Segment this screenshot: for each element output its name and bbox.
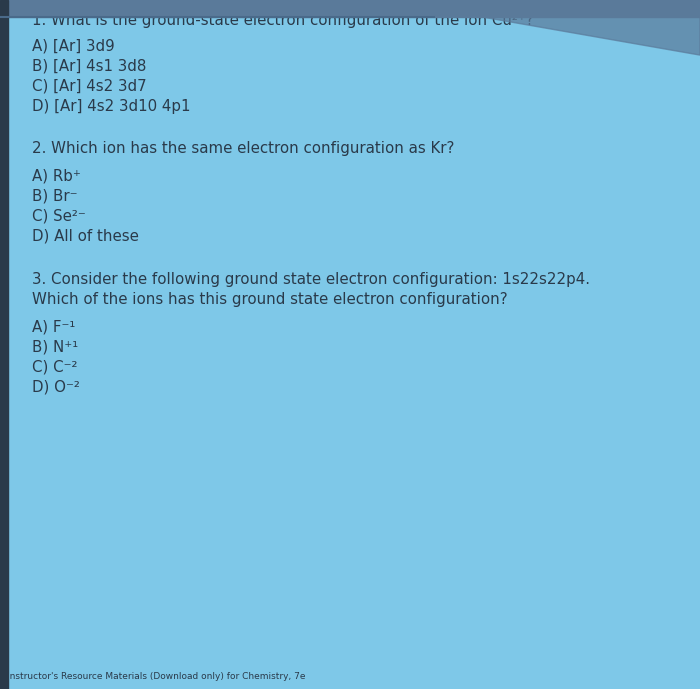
- Text: C) [Ar] 4s2 3d7: C) [Ar] 4s2 3d7: [32, 79, 146, 94]
- Text: B) Br⁻: B) Br⁻: [32, 188, 77, 203]
- Text: D) All of these: D) All of these: [32, 228, 139, 243]
- Polygon shape: [385, 0, 700, 55]
- Text: C) Se²⁻: C) Se²⁻: [32, 208, 85, 223]
- Text: 2. Which ion has the same electron configuration as Kr?: 2. Which ion has the same electron confi…: [32, 141, 454, 156]
- Text: Which of the ions has this ground state electron configuration?: Which of the ions has this ground state …: [32, 292, 507, 307]
- Text: D) [Ar] 4s2 3d10 4p1: D) [Ar] 4s2 3d10 4p1: [32, 99, 190, 114]
- Text: A) [Ar] 3d9: A) [Ar] 3d9: [32, 39, 114, 54]
- Text: C) C⁻²: C) C⁻²: [32, 359, 77, 374]
- Text: 3. Consider the following ground state electron configuration: 1s22s22p4.: 3. Consider the following ground state e…: [32, 272, 589, 287]
- Text: B) [Ar] 4s1 3d8: B) [Ar] 4s1 3d8: [32, 59, 146, 74]
- Bar: [0, 0, 8, 689]
- Text: B) N⁺¹: B) N⁺¹: [32, 339, 78, 354]
- Text: Instructor's Resource Materials (Download only) for Chemistry, 7e: Instructor's Resource Materials (Downloa…: [7, 672, 305, 681]
- Text: A) Rb⁺: A) Rb⁺: [32, 168, 80, 183]
- Text: 1. What is the ground-state electron configuration of the ion Cu²⁺?: 1. What is the ground-state electron con…: [32, 12, 533, 28]
- Text: D) O⁻²: D) O⁻²: [32, 379, 79, 394]
- Text: A) F⁻¹: A) F⁻¹: [32, 319, 75, 334]
- Bar: [0, 0, 700, 17]
